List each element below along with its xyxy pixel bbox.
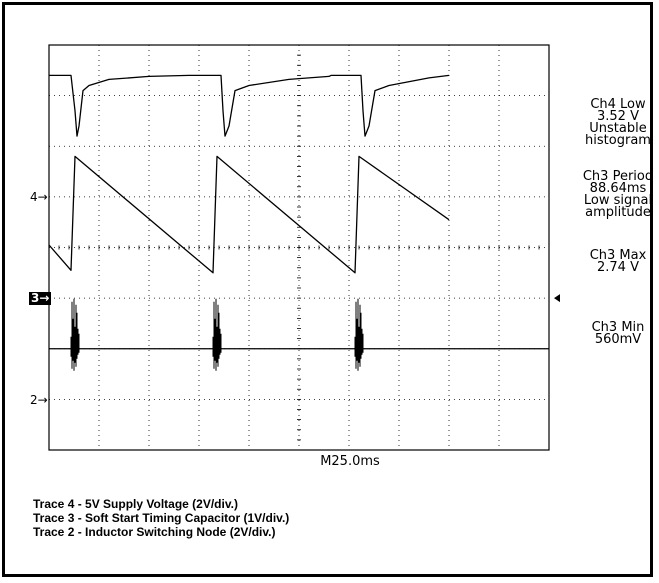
traces — [48, 74, 549, 371]
channel-3-marker: 3→ — [29, 291, 52, 305]
trace-2-burst — [212, 298, 222, 371]
legend-trace-4: Trace 4 - 5V Supply Voltage (2V/div.) — [33, 497, 238, 511]
channel-4-marker: 4→ — [30, 190, 48, 204]
trigger-level-marker — [554, 294, 560, 303]
trace-4 — [49, 74, 450, 137]
markers — [554, 294, 560, 303]
figure-frame — [2, 2, 653, 577]
timebase-label: M25.0ms — [320, 454, 380, 469]
trace-3 — [48, 155, 450, 274]
graticule — [48, 44, 550, 451]
trace-2-burst — [70, 298, 80, 371]
measurement-ch4-low: Ch4 Low 3.52 V Unstable histogram — [585, 97, 651, 148]
legend-trace-2: Trace 2 - Inductor Switching Node (2V/di… — [33, 525, 276, 539]
measurement-ch3-max: Ch3 Max 2.74 V — [589, 248, 647, 275]
measurement-ch3-min: Ch3 Min 560mV — [591, 320, 645, 347]
measurement-ch3-period: Ch3 Period 88.64ms Low signal amplitude — [582, 169, 654, 220]
trace-2-burst — [354, 298, 364, 371]
channel-2-marker: 2→ — [30, 393, 48, 407]
legend-trace-3: Trace 3 - Soft Start Timing Capacitor (1… — [33, 511, 290, 525]
